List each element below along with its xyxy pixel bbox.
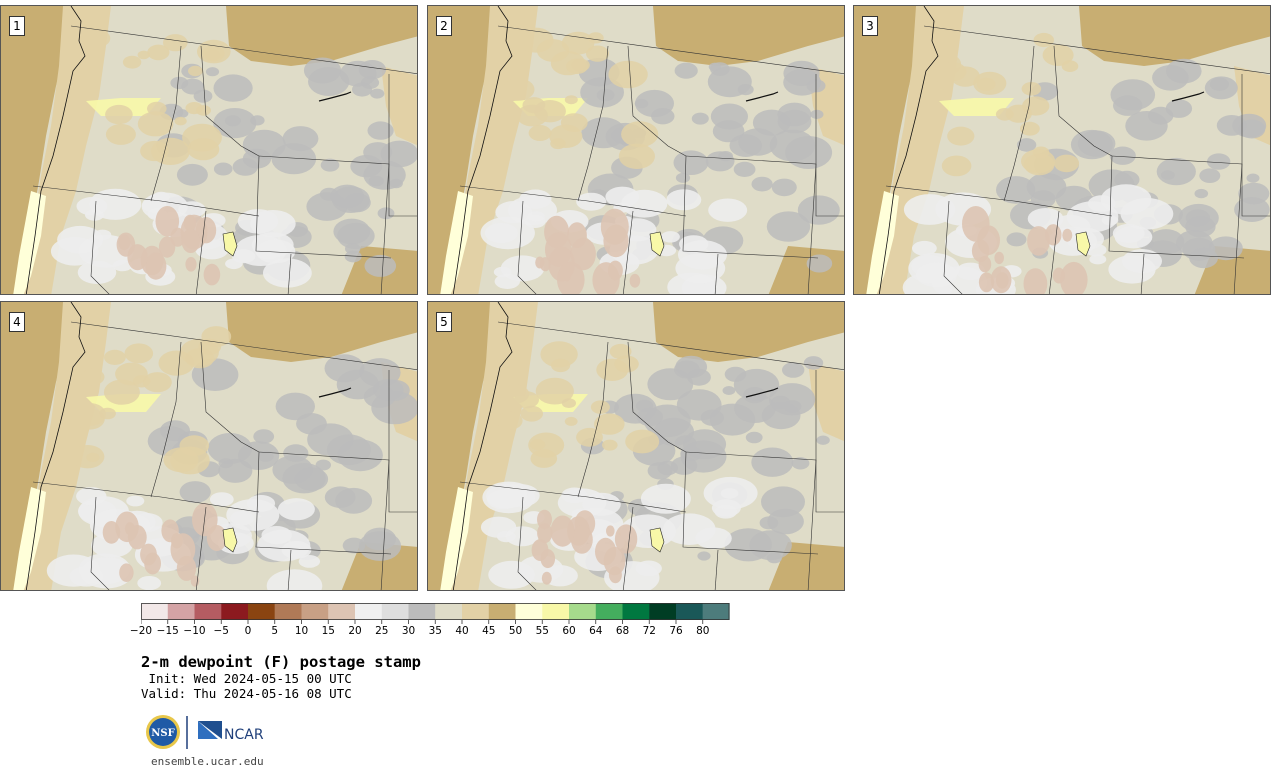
- colorbar-swatch: [408, 603, 436, 620]
- colorbar-tick-label: −10: [183, 625, 206, 637]
- colorbar-swatch: [488, 603, 516, 620]
- panel-label: 1: [9, 16, 25, 36]
- colorbar-tick-label: 68: [615, 625, 630, 637]
- svg-text:NCAR: NCAR: [224, 727, 264, 743]
- colorbar-tick-label: −20: [129, 625, 153, 637]
- colorbar-swatch: [194, 603, 222, 620]
- colorbar-swatch: [542, 603, 570, 620]
- colorbar-tick-label: 15: [321, 625, 335, 637]
- colorbar-swatch: [221, 603, 249, 620]
- colorbar-swatch: [435, 603, 463, 620]
- colorbar-tick-label: −15: [156, 625, 179, 637]
- colorbar-swatch: [167, 603, 195, 620]
- colorbar-tick-label: 55: [535, 625, 549, 637]
- sponsor-logos: NSF NCAR: [146, 715, 264, 749]
- map-panel-3: 3: [853, 5, 1271, 295]
- colorbar-swatch: [301, 603, 329, 620]
- colorbar-swatch: [515, 603, 543, 620]
- colorbar-swatch: [355, 603, 382, 620]
- colorbar-tick-label: 20: [348, 625, 362, 637]
- map-panel-4: 4: [0, 301, 418, 591]
- panel-label: 3: [862, 16, 878, 36]
- colorbar-tick-label: 25: [375, 625, 389, 637]
- colorbar-tick-label: 35: [428, 625, 442, 637]
- colorbar-swatch: [248, 603, 275, 620]
- dewpoint-map: [428, 6, 844, 294]
- ncar-logo: NCAR: [198, 721, 264, 743]
- init-time: Init: Wed 2024-05-15 00 UTC: [141, 671, 352, 686]
- svg-text:NSF: NSF: [151, 728, 174, 739]
- colorbar-tick-label: 45: [482, 625, 496, 637]
- colorbar-tick-label: 50: [508, 625, 523, 637]
- dewpoint-map: [1, 302, 417, 590]
- colorbar-tick-label: 10: [294, 625, 309, 637]
- footer-url: ensemble.ucar.edu: [151, 755, 264, 768]
- panel-label: 5: [436, 312, 452, 332]
- figure-title: 2-m dewpoint (F) postage stamp: [141, 653, 421, 671]
- colorbar-tick-label: 40: [455, 625, 469, 637]
- panel-label: 4: [9, 312, 25, 332]
- colorbar-tick-label: 0: [244, 625, 252, 637]
- colorbar: [141, 603, 730, 624]
- map-panel-5: 5: [427, 301, 845, 591]
- nsf-logo: NSF: [146, 715, 180, 749]
- colorbar-tick-label: 5: [271, 625, 279, 637]
- colorbar-swatch: [595, 603, 623, 620]
- map-panel-2: 2: [427, 5, 845, 295]
- colorbar-swatch: [381, 603, 409, 620]
- colorbar-swatch: [649, 603, 677, 620]
- dewpoint-map: [1, 6, 417, 294]
- colorbar-tick-label: 60: [562, 625, 576, 637]
- map-panel-1: 1: [0, 5, 418, 295]
- colorbar-swatch: [702, 603, 730, 620]
- colorbar-tick-label: 30: [401, 625, 416, 637]
- colorbar-swatch: [676, 603, 703, 620]
- colorbar-tick-label: 64: [589, 625, 603, 637]
- dewpoint-map: [428, 302, 844, 590]
- colorbar-tick-label: 80: [696, 625, 710, 637]
- colorbar-swatch: [569, 603, 596, 620]
- colorbar-swatch: [141, 603, 168, 620]
- valid-time: Valid: Thu 2024-05-16 08 UTC: [141, 686, 352, 701]
- colorbar-swatch: [462, 603, 489, 620]
- dewpoint-map: [854, 6, 1270, 294]
- colorbar-tick-label: 72: [642, 625, 656, 637]
- colorbar-swatch: [622, 603, 650, 620]
- panel-label: 2: [436, 16, 452, 36]
- colorbar-tick-label: −5: [213, 625, 229, 637]
- colorbar-swatch: [274, 603, 302, 620]
- colorbar-tick-labels: −20 −15 −10 −5 0 5 10 15 20 25 30 35 40 45 50 55 60 64 68 7…: [0, 625, 1280, 639]
- colorbar-swatch: [328, 603, 356, 620]
- colorbar-tick-label: 76: [669, 625, 683, 637]
